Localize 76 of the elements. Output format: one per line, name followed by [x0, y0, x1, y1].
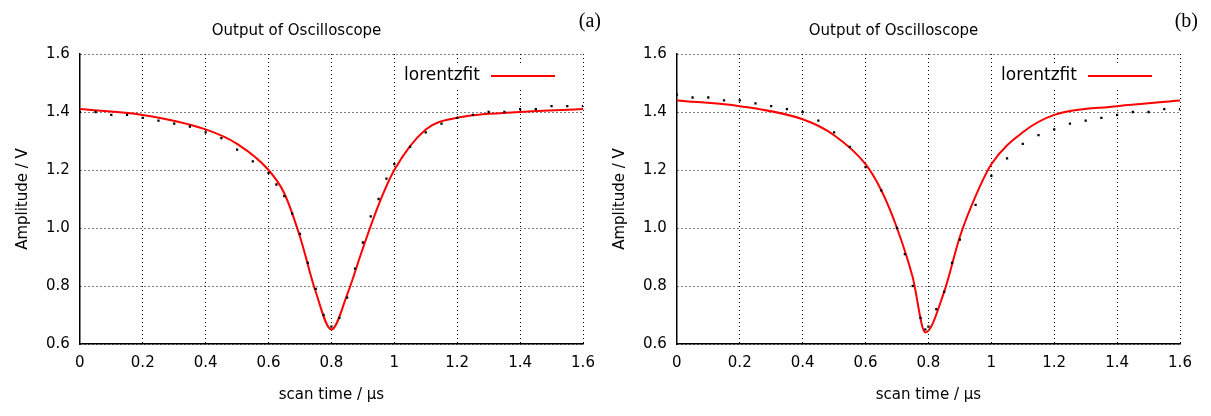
- x-tick-label: 1.2: [1042, 352, 1067, 371]
- legend-label: lorentzfit: [404, 64, 481, 85]
- x-tick-label: 1.4: [1105, 352, 1130, 371]
- x-tick-label: 0.6: [853, 352, 878, 371]
- point: [346, 296, 349, 299]
- point: [754, 102, 757, 105]
- point: [1005, 157, 1009, 160]
- y-tick-label: 1.4: [46, 101, 70, 120]
- text: (a): [578, 9, 601, 33]
- point: [958, 238, 962, 241]
- x-axis-title: scan time / µs: [875, 384, 982, 403]
- point: [738, 99, 741, 102]
- y-tick-label: 0.8: [46, 275, 70, 294]
- y-tick-label: 1.0: [643, 217, 667, 236]
- x-tick-label: 0.4: [790, 352, 815, 371]
- point: [188, 125, 192, 128]
- point: [369, 215, 372, 218]
- point: [290, 212, 294, 215]
- point: [1037, 134, 1040, 137]
- point: [267, 171, 270, 175]
- y-tick-label: 1.4: [643, 101, 667, 120]
- x-tick-label: 1: [986, 352, 997, 371]
- line-series: [676, 99, 1180, 334]
- point: [1100, 116, 1103, 119]
- legend-label: lorentzfit: [1001, 64, 1078, 85]
- point: [361, 241, 365, 244]
- y-tick-label: 0.6: [643, 333, 667, 352]
- point: [1068, 122, 1072, 125]
- point: [330, 325, 333, 328]
- point: [919, 316, 922, 320]
- y-tick-label: 1.6: [46, 43, 70, 62]
- point: [377, 197, 380, 201]
- x-tick-label: 0.2: [130, 352, 155, 371]
- x-tick-label: 0.4: [193, 352, 218, 371]
- y-tick-label: 1.6: [643, 43, 667, 62]
- x-tick-label: 1.6: [1168, 352, 1192, 371]
- x-tick-label: 1.6: [571, 352, 595, 371]
- point: [1147, 110, 1150, 114]
- chart-title: Output of Oscilloscope: [808, 20, 979, 39]
- y-tick-label: 0.8: [643, 275, 667, 294]
- y-tick-label: 0.6: [46, 333, 70, 352]
- point: [173, 122, 176, 125]
- point: [924, 328, 927, 331]
- x-tick-label: 1.4: [508, 352, 533, 371]
- point: [94, 110, 97, 114]
- point: [275, 183, 278, 186]
- point: [691, 96, 694, 99]
- point: [385, 177, 388, 180]
- x-tick-label: 0.8: [916, 352, 941, 371]
- point: [550, 105, 553, 108]
- x-tick-label: 0.8: [319, 352, 344, 371]
- x-axis-title: scan time / µs: [278, 384, 385, 403]
- x-tick-label: 1.2: [445, 352, 470, 371]
- point: [974, 203, 977, 206]
- text: (b): [1174, 9, 1198, 33]
- x-tick-label: 1: [389, 352, 400, 371]
- x-tick-label: 0: [672, 352, 682, 371]
- point: [1053, 128, 1056, 131]
- x-tick-label: 0: [75, 352, 85, 371]
- point: [707, 96, 710, 99]
- y-tick-label: 1.2: [643, 159, 667, 178]
- point: [322, 313, 325, 317]
- point: [440, 122, 443, 125]
- y-axis-title: Amplitude / V: [12, 147, 31, 250]
- chart-title: Output of Oscilloscope: [211, 20, 382, 39]
- x-tick-label: 0.2: [727, 352, 752, 371]
- y-tick-label: 1.0: [46, 217, 70, 236]
- point: [927, 325, 930, 328]
- y-axis-title: Amplitude / V: [609, 147, 628, 250]
- point: [157, 119, 160, 122]
- point: [503, 110, 506, 114]
- y-tick-label: 1.2: [46, 159, 70, 178]
- point: [722, 99, 726, 102]
- point: [864, 165, 867, 169]
- point: [353, 267, 357, 270]
- x-tick-label: 0.6: [256, 352, 281, 371]
